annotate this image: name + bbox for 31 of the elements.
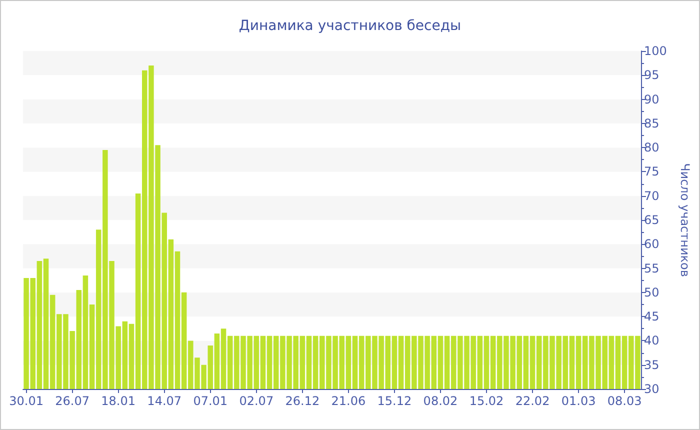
x-tick-label: 08.02 — [423, 394, 458, 408]
y-tick-label: 70 — [644, 188, 660, 203]
x-tick-label: 14.07 — [147, 394, 182, 408]
x-tick-label: 15.02 — [469, 394, 504, 408]
y-tick-label: 50 — [644, 285, 660, 300]
x-tick-label: 02.07 — [239, 394, 274, 408]
x-tick-label: 22.02 — [515, 394, 550, 408]
x-tick-label: 26.12 — [285, 394, 320, 408]
y-tick-label: 90 — [644, 92, 660, 106]
chart-title: Динамика участников беседы — [238, 18, 462, 34]
y-tick-label: 45 — [644, 310, 660, 324]
y-tick-label: 80 — [644, 140, 660, 155]
y-tick-label: 40 — [644, 334, 660, 348]
x-tick-label: 26.07 — [55, 394, 90, 408]
x-tick-label: 18.01 — [101, 394, 136, 408]
x-tick-label: 21.06 — [331, 394, 366, 408]
x-tick-label: 07.01 — [193, 394, 228, 408]
y-tick-label: 95 — [644, 68, 660, 82]
x-tick-label: 08.03 — [607, 394, 642, 408]
y-tick-label: 55 — [644, 261, 660, 276]
x-tick-label: 15.12 — [377, 394, 412, 408]
x-tick-label: 01.03 — [561, 394, 596, 408]
y-tick-label: 35 — [644, 358, 660, 372]
y-tick-label: 60 — [644, 237, 660, 252]
y-tick-label: 85 — [644, 116, 660, 130]
y-tick-label: 75 — [644, 164, 660, 179]
y-tick-label: 65 — [644, 213, 660, 227]
y-tick-label: 100 — [644, 44, 667, 58]
y-tick-label: 30 — [644, 382, 660, 396]
y-axis-title: Число участников — [678, 163, 692, 277]
x-tick-label: 30.01 — [9, 394, 44, 408]
